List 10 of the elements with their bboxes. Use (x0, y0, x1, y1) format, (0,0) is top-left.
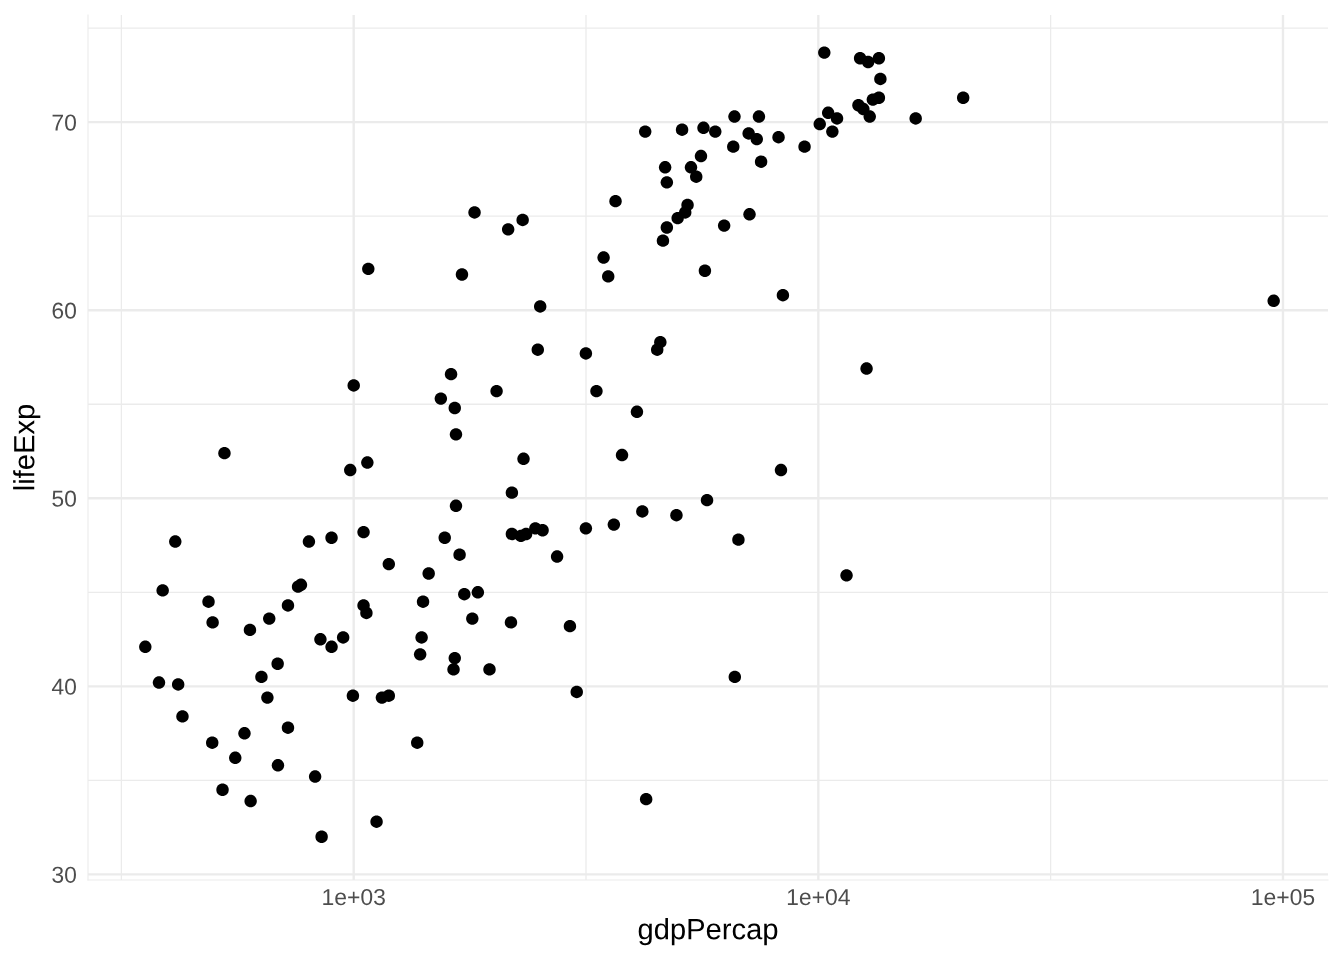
y-tick-label: 70 (52, 114, 76, 131)
x-tick-label: 1e+04 (787, 888, 850, 906)
y-axis-title: lifeExp (13, 404, 41, 490)
x-tick-label: 1e+03 (323, 888, 385, 906)
y-tick-label: 40 (51, 678, 76, 695)
x-tick-label: 1e+05 (1252, 888, 1315, 906)
y-tick-label: 60 (52, 302, 76, 319)
y-tick-label: 30 (52, 866, 76, 883)
y-tick-label: 50 (52, 490, 76, 507)
x-axis-title: gdpPercap (638, 918, 778, 946)
